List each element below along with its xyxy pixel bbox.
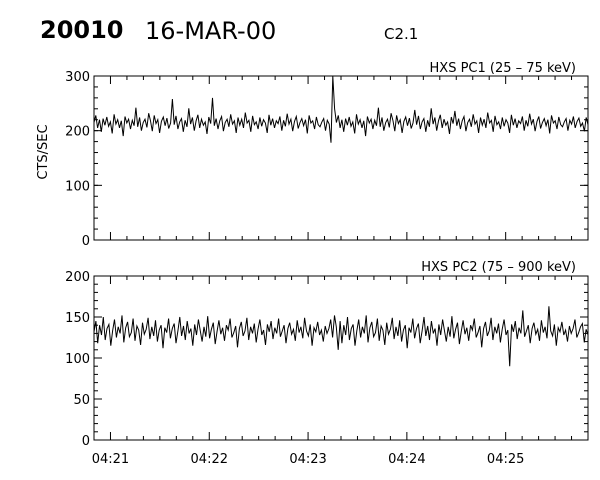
series-line [93, 306, 589, 367]
x-tick-label: 04:24 [388, 452, 425, 467]
event-id: 20010 [40, 16, 124, 44]
y-tick-label: 150 [65, 311, 90, 326]
y-tick-label: 200 [65, 125, 90, 140]
x-tick-label: 04:23 [289, 452, 326, 467]
panel-pc2: HXS PC2 (75 – 900 keV) 0 50 100 150 200 04:21… [65, 260, 589, 467]
event-date: 16-MAR-00 [145, 17, 277, 45]
flare-class: C2.1 [384, 25, 419, 43]
x-tick-label: 04:25 [487, 452, 524, 467]
y-tick-label: 0 [82, 434, 90, 449]
panel-title: HXS PC2 (75 – 900 keV) [421, 260, 576, 275]
y-tick-label: 0 [82, 234, 90, 249]
x-tick-label: 04:22 [191, 452, 228, 467]
x-tick-label: 04:21 [92, 452, 129, 467]
panel-pc1: HXS PC1 (25 – 75 keV) 0 100 200 300 [65, 61, 589, 249]
y-tick-label: 100 [65, 179, 90, 194]
y-tick-label: 50 [73, 393, 90, 408]
plot-frame [93, 75, 589, 241]
y-tick-label: 100 [65, 352, 90, 367]
plot-frame [93, 275, 589, 441]
y-tick-label: 300 [65, 70, 90, 85]
y-tick-label: 200 [65, 270, 90, 285]
series-line [93, 75, 589, 143]
panel-title: HXS PC1 (25 – 75 keV) [430, 61, 576, 76]
